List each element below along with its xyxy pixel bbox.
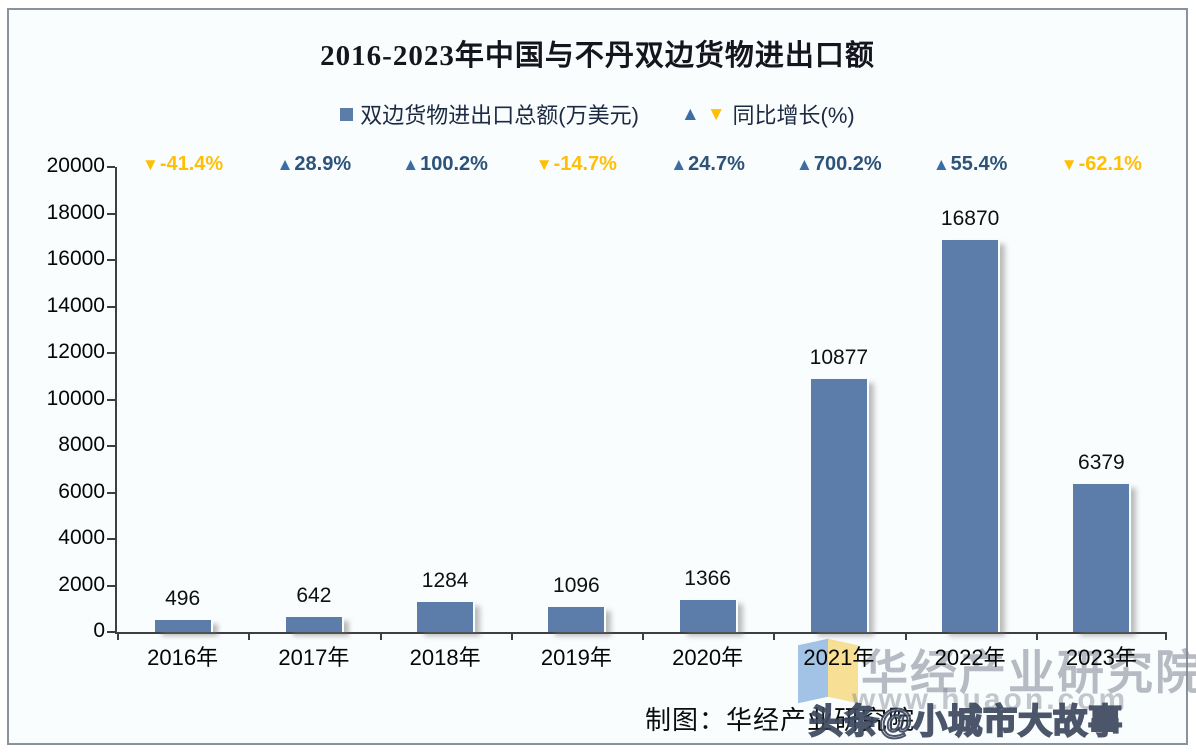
y-axis-tick-mark	[107, 259, 115, 261]
bar-value-label: 496	[165, 587, 201, 611]
x-axis-category-label: 2021年	[803, 645, 875, 670]
y-axis-tick-mark	[107, 166, 115, 168]
bar-value-label: 642	[296, 584, 332, 608]
y-axis-tick-label: 0	[93, 619, 105, 642]
y-axis-tick-mark	[107, 212, 115, 215]
legend: 双边货物进出口总额(万美元) ▲ ▼ 同比增长(%)	[9, 98, 1186, 130]
y-axis-tick-mark	[107, 445, 115, 447]
y-axis-tick-mark	[107, 398, 115, 401]
x-axis-tick-mark	[773, 632, 775, 640]
growth-value: -14.7%	[553, 153, 617, 175]
growth-value: -62.1%	[1078, 153, 1142, 175]
watermark-toutiao: 头条@小城市大故事	[808, 702, 1124, 742]
chart-frame: 2016-2023年中国与不丹双边货物进出口额 双边货物进出口总额(万美元) ▲…	[7, 8, 1196, 745]
bar-2019年	[548, 606, 605, 632]
x-axis-tick-mark	[642, 632, 644, 640]
x-axis-category-label: 2023年	[1065, 645, 1137, 670]
x-axis-tick-mark	[380, 632, 382, 640]
bar-2022年	[942, 239, 999, 632]
y-axis-tick-label: 6000	[58, 479, 105, 503]
growth-value: 28.9%	[294, 153, 352, 175]
down-triangle-icon: ▼	[1060, 155, 1078, 174]
chart-title: 2016-2023年中国与不丹双边货物进出口额	[320, 40, 875, 72]
y-axis-tick-mark	[107, 352, 115, 354]
x-axis-tick-mark	[511, 632, 513, 640]
growth-value: 55.4%	[950, 153, 1008, 175]
plot-area: 0 2000 4000 6000 8000 10000 12000 14000 16000 180…	[47, 153, 1167, 670]
y-axis-tick-label: 12000	[46, 340, 105, 363]
credit-line: 制图：华经产业研究院	[645, 705, 916, 735]
bar-value-label: 6379	[1078, 450, 1125, 474]
bar-series-swatch-icon	[340, 107, 354, 121]
growth-label: ▲28.9%	[248, 153, 379, 176]
x-axis-category-label: 2018年	[409, 645, 481, 670]
y-axis-tick-mark	[107, 584, 115, 587]
bar-value-label: 16870	[940, 206, 1000, 230]
up-triangle-icon: ▲	[276, 155, 294, 174]
y-axis-tick-label: 2000	[58, 572, 105, 596]
watermark-brand: 华经产业研究院	[861, 646, 1196, 699]
y-axis-tick-label: 16000	[46, 247, 105, 270]
bar-value-label: 1096	[553, 573, 600, 597]
growth-label: ▲24.7%	[642, 153, 773, 176]
y-axis-tick-label: 18000	[46, 200, 105, 224]
bar-2023年	[1073, 483, 1130, 632]
bar-2017年	[285, 617, 342, 632]
x-axis-category-label: 2017年	[278, 645, 350, 670]
growth-label: ▼-41.4%	[117, 153, 248, 176]
bar-value-label: 1366	[684, 567, 731, 591]
bar-2020年	[679, 600, 736, 632]
watermark-url: www.huaon.com	[852, 683, 1129, 716]
up-triangle-icon: ▲	[670, 155, 688, 174]
x-axis-category-label: 2022年	[934, 645, 1006, 670]
y-axis-tick-label: 20000	[46, 154, 105, 177]
up-triangle-icon: ▲	[796, 155, 813, 174]
legend-bars-label: 双边货物进出口总额(万美元)	[360, 103, 639, 128]
y-axis-tick-label: 8000	[58, 433, 105, 456]
growth-value: -41.4%	[159, 153, 224, 175]
growth-label: ▲55.4%	[905, 153, 1036, 176]
legend-item-bars: 双边货物进出口总额(万美元)	[340, 98, 639, 130]
y-axis-tick-mark	[107, 491, 115, 494]
y-axis-tick-label: 4000	[58, 526, 105, 549]
legend-growth-label: 同比增长(%)	[732, 103, 855, 128]
up-triangle-icon: ▲	[680, 103, 700, 125]
bar-value-label: 1284	[421, 569, 469, 593]
x-axis-tick-mark	[905, 632, 907, 640]
x-axis-category-label: 2020年	[672, 645, 744, 670]
down-triangle-icon: ▼	[142, 155, 159, 174]
y-axis-tick-mark	[107, 631, 115, 633]
down-triangle-icon: ▼	[706, 103, 726, 125]
x-axis-category-label: 2016年	[147, 645, 219, 670]
up-triangle-icon: ▲	[932, 155, 950, 174]
x-axis-tick-mark	[1165, 632, 1167, 640]
x-axis-tick-mark	[117, 632, 119, 640]
growth-value: 100.2%	[420, 153, 488, 175]
x-axis-tick-mark	[248, 632, 250, 640]
growth-label: ▼-62.1%	[1036, 153, 1167, 176]
y-axis-tick-label: 10000	[46, 386, 105, 410]
bar-value-label: 10877	[809, 346, 869, 370]
bar-2018年	[417, 602, 474, 632]
y-axis-tick-mark	[107, 305, 115, 308]
x-axis-tick-mark	[1036, 632, 1038, 640]
y-axis-tick-mark	[107, 538, 115, 540]
y-axis-tick-label: 14000	[46, 293, 105, 317]
x-axis-category-label: 2019年	[540, 645, 612, 670]
up-triangle-icon: ▲	[402, 155, 420, 174]
growth-label: ▲100.2%	[380, 153, 511, 176]
growth-value: 700.2%	[813, 153, 882, 175]
bar-2016年	[154, 620, 211, 632]
growth-label: ▲700.2%	[773, 153, 904, 176]
down-triangle-icon: ▼	[535, 155, 553, 174]
growth-label: ▼-14.7%	[511, 153, 642, 176]
legend-item-growth: ▲ ▼ 同比增长(%)	[681, 98, 855, 130]
growth-value: 24.7%	[688, 153, 745, 175]
bar-2021年	[810, 379, 867, 632]
